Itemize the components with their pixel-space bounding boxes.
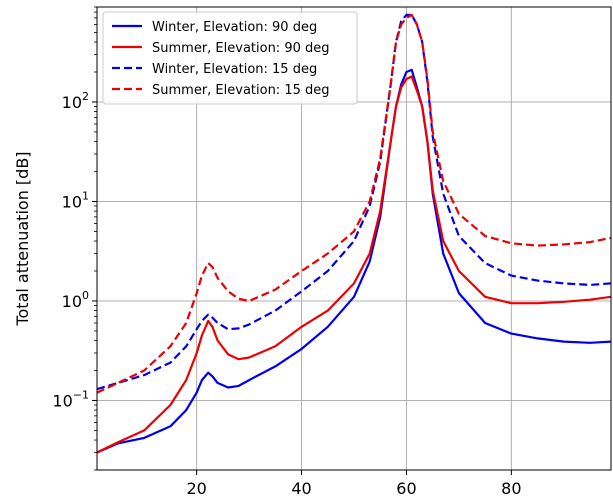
- plot-frame: [96, 6, 612, 471]
- y-tick-label: 101: [62, 189, 89, 211]
- series-line-2: [97, 75, 611, 454]
- y-axis: 10−1 100 101 102: [52, 6, 97, 471]
- series-line-3: [97, 13, 611, 391]
- series-lines: [97, 13, 611, 454]
- x-tick-label: 80: [501, 479, 521, 498]
- y-tick-label: 10−1: [52, 388, 89, 410]
- series-line-1: [97, 68, 611, 454]
- x-tick-label: 20: [186, 479, 206, 498]
- x-axis: 20 40 60 80: [186, 470, 522, 498]
- series-line-4: [97, 13, 611, 394]
- legend-label: Winter, Elevation: 90 deg: [152, 20, 317, 35]
- legend-label: Summer, Elevation: 90 deg: [152, 41, 330, 56]
- x-tick-label: 40: [291, 479, 311, 498]
- legend: Winter, Elevation: 90 deg Summer, Elevati…: [102, 11, 358, 105]
- y-tick-label: 100: [62, 289, 89, 311]
- legend-label: Winter, Elevation: 15 deg: [152, 62, 317, 77]
- y-tick-label: 102: [62, 90, 89, 112]
- legend-box: [102, 11, 358, 105]
- y-axis-label: Total attenuation [dB]: [13, 151, 32, 326]
- x-tick-label: 60: [396, 479, 416, 498]
- legend-label: Summer, Elevation: 15 deg: [152, 83, 330, 98]
